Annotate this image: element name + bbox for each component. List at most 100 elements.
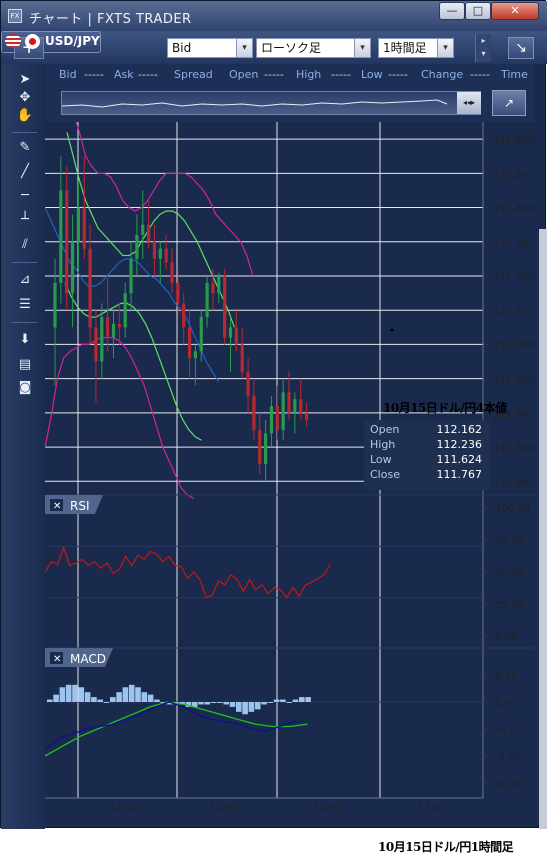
ohlc-label: Low xyxy=(370,453,392,466)
macd-tick-label: -0.11 xyxy=(495,725,521,736)
rsi-close-box xyxy=(50,499,63,511)
macd-tick-label: -0.22 xyxy=(495,752,521,763)
list-icon[interactable]: ▤ xyxy=(18,357,32,372)
candle-body xyxy=(211,282,215,294)
price-tick-label: 112.000 xyxy=(493,340,534,351)
candle-body xyxy=(205,282,209,318)
scroll-left-icon[interactable]: ◂◂ xyxy=(462,98,471,107)
histogram-bar xyxy=(116,692,122,702)
fibonacci-fan-icon[interactable]: ⊿ xyxy=(19,272,31,287)
symbol-label: USD/JPY xyxy=(45,34,100,48)
candle-body xyxy=(223,275,227,338)
rsi-tick-label: 50.00 xyxy=(495,568,524,579)
timeframe-value: 1時間足 xyxy=(383,41,427,55)
horizontal-line-icon[interactable]: ─ xyxy=(21,188,29,203)
histogram-bar xyxy=(299,697,305,702)
chart-toolbar: + USD/JPY Bid▾ ローソク足▾ 1時間足▾ xyxy=(1,31,547,64)
change-value: ----- xyxy=(470,68,490,81)
ohlc-row-open: Open 112.162 xyxy=(370,423,484,438)
time-tick-label: 12:00 xyxy=(109,802,138,813)
arrow-down-icon[interactable]: ⬇ xyxy=(19,332,31,347)
cursor-icon[interactable]: ➤ xyxy=(19,72,31,87)
candle-body xyxy=(240,344,244,372)
candle-body xyxy=(275,406,279,430)
parallel-line-icon[interactable]: ⫽ xyxy=(22,237,28,252)
us-flag-icon xyxy=(5,34,21,48)
overview-nav-control[interactable]: ◂◂▸ xyxy=(457,92,481,114)
high-label: High xyxy=(296,68,322,81)
ohlc-row-close: Close 111.767 xyxy=(370,468,484,483)
ohlc-label: High xyxy=(370,438,396,451)
price-tick-label: 111.600 xyxy=(493,477,534,488)
bollinger-mid-lower-line xyxy=(64,282,202,441)
histogram-bar xyxy=(280,699,286,702)
candle-body xyxy=(158,248,162,259)
chart-window: FX チャート | FXTS TRADER — □ ✕ + USD/JPY Bi… xyxy=(0,0,547,829)
open-label: Open xyxy=(229,68,259,81)
time-label: Time xyxy=(501,68,528,81)
chart-canvas[interactable]: 112.600 112.500 112.400 112.300 112.200 112.1… xyxy=(44,104,535,829)
chart-type-select[interactable]: ローソク足 ▾ xyxy=(256,38,371,58)
close-icon: ✕ xyxy=(53,654,61,665)
chevron-down-icon: ▾ xyxy=(354,39,370,57)
vertical-line-icon[interactable]: ┴ xyxy=(21,212,29,227)
chevron-down-icon: ▾ xyxy=(437,39,453,57)
expand-button[interactable]: ↗ xyxy=(492,90,526,116)
title-bar[interactable]: FX チャート | FXTS TRADER — □ ✕ xyxy=(1,1,547,31)
crosshair-icon[interactable]: ✥ xyxy=(19,90,31,105)
candle-body xyxy=(269,406,274,434)
candle-body xyxy=(59,190,63,283)
candle-body xyxy=(234,327,238,345)
trendline-icon[interactable]: ╱ xyxy=(21,164,29,179)
rsi-tick-label: 25.00 xyxy=(495,600,524,611)
maximize-button[interactable]: □ xyxy=(465,2,491,20)
pencil-icon[interactable]: ✎ xyxy=(19,140,31,155)
histogram-bar xyxy=(242,702,248,715)
bid-value: ----- xyxy=(84,68,104,81)
scroll-right-icon[interactable]: ▸ xyxy=(471,98,476,107)
candle-body xyxy=(246,371,250,396)
divider xyxy=(11,262,37,263)
undock-button[interactable]: ↘ xyxy=(508,37,534,59)
low-label: Low xyxy=(361,68,383,81)
camera-icon[interactable]: ◙ xyxy=(18,380,32,395)
hand-icon[interactable]: ✋ xyxy=(16,108,34,123)
candle-body xyxy=(65,190,69,294)
candle-body xyxy=(170,262,174,283)
ohlc-row-high: High 112.236 xyxy=(370,438,484,453)
fibonacci-retracement-icon[interactable]: ☰ xyxy=(19,297,31,312)
candle-body xyxy=(117,323,121,328)
close-button[interactable]: ✕ xyxy=(491,2,539,20)
macd-tick-label: 0.11 xyxy=(495,671,517,682)
ohlc-value: 112.236 xyxy=(436,438,483,451)
ask-label: Ask xyxy=(114,68,134,81)
histogram-bar xyxy=(185,702,192,707)
chart-area[interactable]: 112.600 112.500 112.400 112.300 112.200 112.1… xyxy=(44,104,535,829)
candle-body xyxy=(182,303,186,328)
histogram-bar xyxy=(292,699,299,702)
scroll-down-icon[interactable]: ▾ xyxy=(481,49,486,58)
price-type-select[interactable]: Bid ▾ xyxy=(167,38,253,58)
histogram-bar xyxy=(198,702,204,705)
candle-body xyxy=(70,241,75,294)
candle-body xyxy=(88,248,92,328)
bollinger-upper-line xyxy=(66,104,254,277)
overview-navigator[interactable]: ◂◂▸ xyxy=(61,91,481,115)
toolbar-scroll[interactable]: ▸ ▾ xyxy=(475,34,491,62)
histogram-bar xyxy=(78,687,85,702)
timeframe-select[interactable]: 1時間足 ▾ xyxy=(378,38,454,58)
scroll-right-icon[interactable]: ▸ xyxy=(481,36,486,45)
histogram-bar xyxy=(147,694,154,702)
histogram-bar xyxy=(223,702,229,705)
price-tick-label: 112.600 xyxy=(493,135,534,146)
histogram-bar xyxy=(103,702,110,703)
minimize-button[interactable]: — xyxy=(439,2,465,20)
rsi-tick-label: 100.00 xyxy=(495,504,530,515)
candle-body xyxy=(106,317,110,338)
histogram-bar xyxy=(128,684,135,702)
high-value: ----- xyxy=(331,68,351,81)
ohlc-value: 111.624 xyxy=(436,453,483,466)
window-scrollbar[interactable] xyxy=(539,229,547,829)
histogram-bar xyxy=(229,702,236,707)
figure-caption: 10月15日ドル/円1時間足 xyxy=(378,840,514,854)
